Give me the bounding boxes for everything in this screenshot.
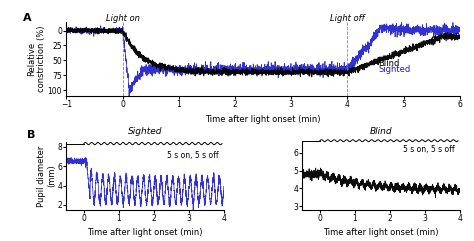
Text: B: B — [27, 130, 36, 140]
Title: Sighted: Sighted — [128, 127, 162, 136]
Title: Blind: Blind — [370, 127, 392, 136]
Text: 5 s on, 5 s off: 5 s on, 5 s off — [403, 145, 455, 154]
Text: 5 s on, 5 s off: 5 s on, 5 s off — [167, 151, 219, 160]
X-axis label: Time after light onset (min): Time after light onset (min) — [205, 115, 321, 124]
X-axis label: Time after light onset (min): Time after light onset (min) — [87, 228, 203, 237]
Text: A: A — [23, 13, 32, 23]
Text: Light off: Light off — [330, 14, 365, 23]
Y-axis label: Pupil diameter
(mm): Pupil diameter (mm) — [36, 145, 56, 207]
Text: Light on: Light on — [106, 14, 139, 23]
Text: Blind: Blind — [378, 59, 400, 68]
Text: Sighted: Sighted — [378, 65, 410, 74]
Y-axis label: Relative
constriction (%): Relative constriction (%) — [27, 26, 46, 92]
X-axis label: Time after light onset (min): Time after light onset (min) — [323, 228, 439, 237]
